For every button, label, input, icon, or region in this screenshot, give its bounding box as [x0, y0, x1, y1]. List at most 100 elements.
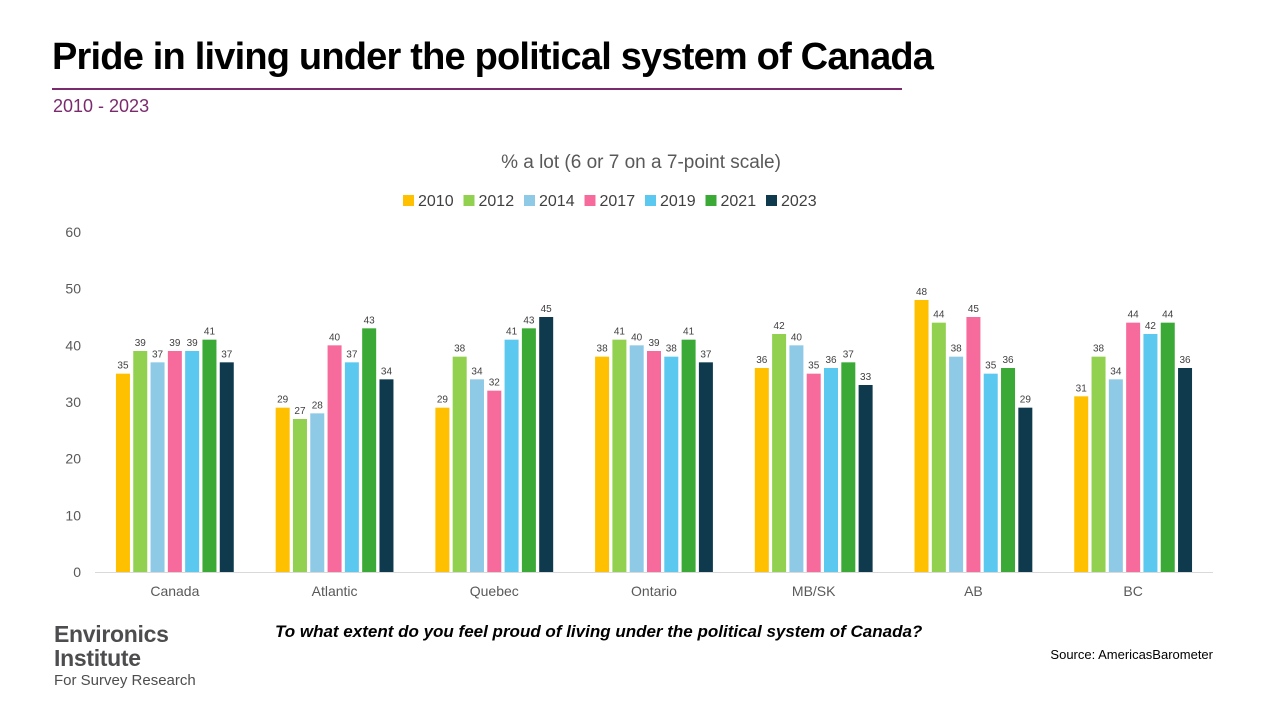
data-label: 34: [471, 366, 483, 377]
data-label: 27: [294, 406, 306, 417]
category-group: 29 38 34 32 41 43 45: [435, 304, 554, 572]
bar: [931, 322, 946, 572]
legend-label: 2019: [660, 193, 696, 210]
bar: [664, 356, 679, 572]
y-tick-label: 40: [65, 337, 81, 353]
bar: [949, 356, 964, 572]
bar: [858, 385, 873, 572]
data-label: 43: [364, 315, 376, 326]
bar: [1143, 334, 1158, 572]
legend-item: 2023: [766, 193, 817, 210]
y-tick-label: 30: [65, 394, 81, 410]
data-label: 42: [774, 321, 786, 332]
legend-item: 2010: [403, 193, 454, 210]
legend-swatch: [584, 195, 596, 206]
data-label: 41: [506, 327, 518, 338]
bar: [772, 334, 787, 572]
bar: [504, 339, 519, 572]
data-label: 37: [221, 349, 233, 360]
bar: [754, 368, 769, 572]
y-tick-label: 10: [65, 507, 81, 523]
data-label: 41: [683, 327, 695, 338]
bar: [452, 356, 467, 572]
logo-line-3: For Survey Research: [54, 672, 196, 689]
x-tick-label: Quebec: [470, 583, 519, 599]
legend-item: 2021: [705, 193, 756, 210]
logo-line-2: Institute: [54, 645, 141, 671]
bar: [167, 351, 182, 572]
data-label: 39: [135, 338, 147, 349]
bar: [1018, 407, 1033, 572]
bar: [1160, 322, 1175, 572]
data-label: 41: [204, 327, 216, 338]
data-label: 45: [968, 304, 980, 315]
category-group: 36 42 40 35 36 37 33: [754, 321, 873, 572]
data-label: 38: [666, 344, 678, 355]
bar: [344, 362, 359, 572]
data-label: 40: [791, 332, 803, 343]
bar: [115, 373, 130, 572]
chart-title: % a lot (6 or 7 on a 7-point scale): [501, 152, 781, 173]
bar: [681, 339, 696, 572]
legend-label: 2023: [781, 193, 817, 210]
page-title: Pride in living under the political syst…: [52, 36, 934, 78]
data-label: 40: [329, 332, 341, 343]
legend-swatch: [766, 195, 777, 206]
data-label: 48: [916, 287, 928, 298]
bar: [379, 379, 394, 572]
legend-swatch: [524, 195, 535, 206]
data-label: 45: [541, 304, 553, 315]
data-label: 44: [1162, 310, 1174, 321]
data-label: 38: [597, 344, 609, 355]
data-label: 36: [825, 355, 837, 366]
y-tick-label: 60: [65, 224, 81, 240]
bar: [841, 362, 856, 572]
bar: [185, 351, 200, 572]
bar: [469, 379, 484, 572]
source-note: Source: AmericasBarometer: [1050, 647, 1213, 662]
bar: [310, 413, 325, 572]
data-label: 36: [756, 355, 768, 366]
data-label: 31: [1076, 383, 1088, 394]
legend-item: 2014: [524, 193, 575, 210]
chart-legend: 2010 2012 2014 2017 2019 2021 2023: [403, 193, 817, 210]
bar: [327, 345, 342, 572]
bar: [698, 362, 713, 572]
legend-label: 2010: [418, 193, 454, 210]
y-tick-label: 20: [65, 451, 81, 467]
legend-swatch: [403, 195, 414, 206]
legend-item: 2019: [645, 193, 696, 210]
data-label: 35: [985, 361, 997, 372]
x-tick-label: Canada: [150, 583, 199, 599]
category-group: 48 44 38 45 35 36 29: [914, 287, 1033, 572]
data-label: 34: [381, 366, 393, 377]
data-label: 34: [1110, 366, 1122, 377]
bar: [362, 328, 377, 572]
legend-item: 2012: [463, 193, 514, 210]
data-label: 39: [187, 338, 199, 349]
legend-swatch: [705, 195, 717, 206]
title-divider: [52, 88, 902, 90]
x-tick-label: Ontario: [631, 583, 677, 599]
bar: [806, 373, 821, 572]
bar: [647, 351, 661, 572]
data-label: 28: [312, 400, 324, 411]
bar: [292, 419, 307, 572]
data-label: 29: [277, 395, 289, 406]
legend-swatch: [645, 195, 656, 206]
data-label: 44: [1128, 310, 1140, 321]
legend-label: 2017: [600, 193, 636, 210]
bar: [133, 351, 148, 572]
data-label: 43: [523, 315, 535, 326]
survey-question: To what extent do you feel proud of livi…: [275, 622, 923, 641]
data-label: 35: [808, 361, 820, 372]
bar: [435, 407, 450, 572]
legend-item: 2017: [584, 193, 636, 210]
data-label: 37: [152, 349, 164, 360]
data-label: 42: [1145, 321, 1157, 332]
category-group: 38 41 40 39 38 41 37: [595, 327, 713, 572]
page-subtitle: 2010 - 2023: [53, 96, 150, 116]
bar: [1074, 396, 1089, 572]
bar: [1178, 368, 1193, 572]
